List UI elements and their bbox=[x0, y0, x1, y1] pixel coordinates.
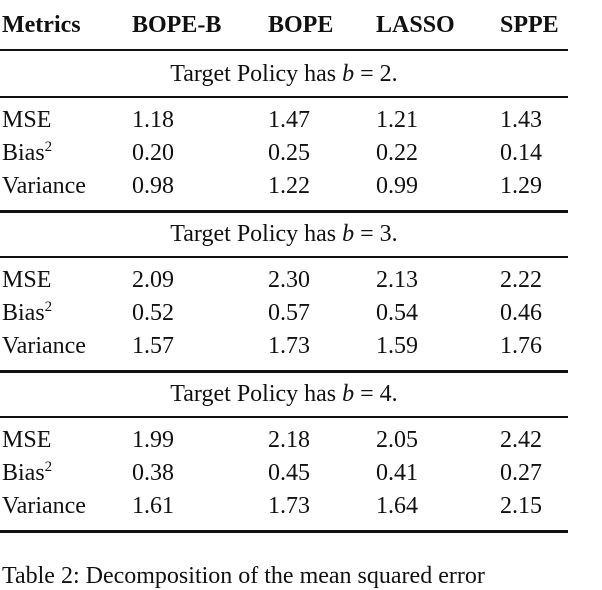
cell-value: 0.20 bbox=[132, 140, 174, 166]
metric-label: Bias2 bbox=[2, 459, 53, 487]
metric-label: Variance bbox=[2, 493, 86, 519]
cell-value: 2.05 bbox=[376, 427, 418, 453]
rule bbox=[0, 210, 568, 213]
caption-variable: b bbox=[342, 221, 355, 247]
metric-label: Variance bbox=[2, 173, 86, 199]
column-header: SPPE bbox=[500, 12, 559, 38]
cell-value: 1.47 bbox=[268, 107, 310, 133]
column-header: BOPE-B bbox=[132, 12, 222, 38]
cell-value: 0.27 bbox=[500, 460, 542, 486]
column-header: LASSO bbox=[376, 12, 455, 38]
cell-value: 0.41 bbox=[376, 460, 418, 486]
caption-variable: b bbox=[342, 61, 355, 87]
rule bbox=[0, 96, 568, 98]
metric-label: Bias2 bbox=[2, 139, 53, 167]
rule bbox=[0, 370, 568, 373]
cell-value: 1.64 bbox=[376, 493, 418, 519]
cell-value: 2.22 bbox=[500, 267, 542, 293]
cell-value: 0.22 bbox=[376, 140, 418, 166]
cell-value: 1.61 bbox=[132, 493, 174, 519]
section-caption: Target Policy has b = 2. bbox=[0, 60, 568, 88]
cell-value: 2.42 bbox=[500, 427, 542, 453]
rule bbox=[0, 416, 568, 418]
cell-value: 0.45 bbox=[268, 460, 310, 486]
superscript: 2 bbox=[44, 299, 53, 315]
section-caption: Target Policy has b = 3. bbox=[0, 220, 568, 248]
cell-value: 1.73 bbox=[268, 333, 310, 359]
metric-label: MSE bbox=[2, 107, 52, 133]
cell-value: 0.57 bbox=[268, 300, 310, 326]
column-header: Metrics bbox=[2, 12, 81, 38]
cell-value: 0.46 bbox=[500, 300, 542, 326]
rule bbox=[0, 49, 568, 51]
superscript: 2 bbox=[44, 139, 53, 155]
caption-text: Target Policy has bbox=[170, 381, 337, 407]
cell-value: 0.25 bbox=[268, 140, 310, 166]
cell-value: 1.57 bbox=[132, 333, 174, 359]
rule bbox=[0, 530, 568, 533]
caption-rest: = 3. bbox=[360, 221, 398, 247]
caption-text: Target Policy has bbox=[170, 221, 337, 247]
cell-value: 1.76 bbox=[500, 333, 542, 359]
cell-value: 2.09 bbox=[132, 267, 174, 293]
cell-value: 2.18 bbox=[268, 427, 310, 453]
cell-value: 1.59 bbox=[376, 333, 418, 359]
cell-value: 2.15 bbox=[500, 493, 542, 519]
section-caption: Target Policy has b = 4. bbox=[0, 380, 568, 408]
metric-label: Bias2 bbox=[2, 299, 53, 327]
cell-value: 0.98 bbox=[132, 173, 174, 199]
cell-value: 0.54 bbox=[376, 300, 418, 326]
cell-value: 1.29 bbox=[500, 173, 542, 199]
cell-value: 1.73 bbox=[268, 493, 310, 519]
column-header: BOPE bbox=[268, 12, 334, 38]
cell-value: 0.52 bbox=[132, 300, 174, 326]
table-caption: Table 2: Decomposition of the mean squar… bbox=[2, 563, 485, 589]
caption-variable: b bbox=[342, 381, 355, 407]
cell-value: 0.99 bbox=[376, 173, 418, 199]
cell-value: 2.13 bbox=[376, 267, 418, 293]
metric-label: MSE bbox=[2, 427, 52, 453]
cell-value: 1.18 bbox=[132, 107, 174, 133]
cell-value: 1.22 bbox=[268, 173, 310, 199]
caption-rest: = 2. bbox=[360, 61, 398, 87]
page: {"table": { "header": ["Metrics", "BOPE-… bbox=[0, 12, 568, 589]
cell-value: 2.30 bbox=[268, 267, 310, 293]
cell-value: 1.43 bbox=[500, 107, 542, 133]
metric-label: MSE bbox=[2, 267, 52, 293]
cell-value: 1.21 bbox=[376, 107, 418, 133]
rule bbox=[0, 256, 568, 258]
caption-rest: = 4. bbox=[360, 381, 398, 407]
cell-value: 0.14 bbox=[500, 140, 542, 166]
superscript: 2 bbox=[44, 459, 53, 475]
cell-value: 1.99 bbox=[132, 427, 174, 453]
caption-text: Target Policy has bbox=[170, 61, 337, 87]
cell-value: 0.38 bbox=[132, 460, 174, 486]
metric-label: Variance bbox=[2, 333, 86, 359]
